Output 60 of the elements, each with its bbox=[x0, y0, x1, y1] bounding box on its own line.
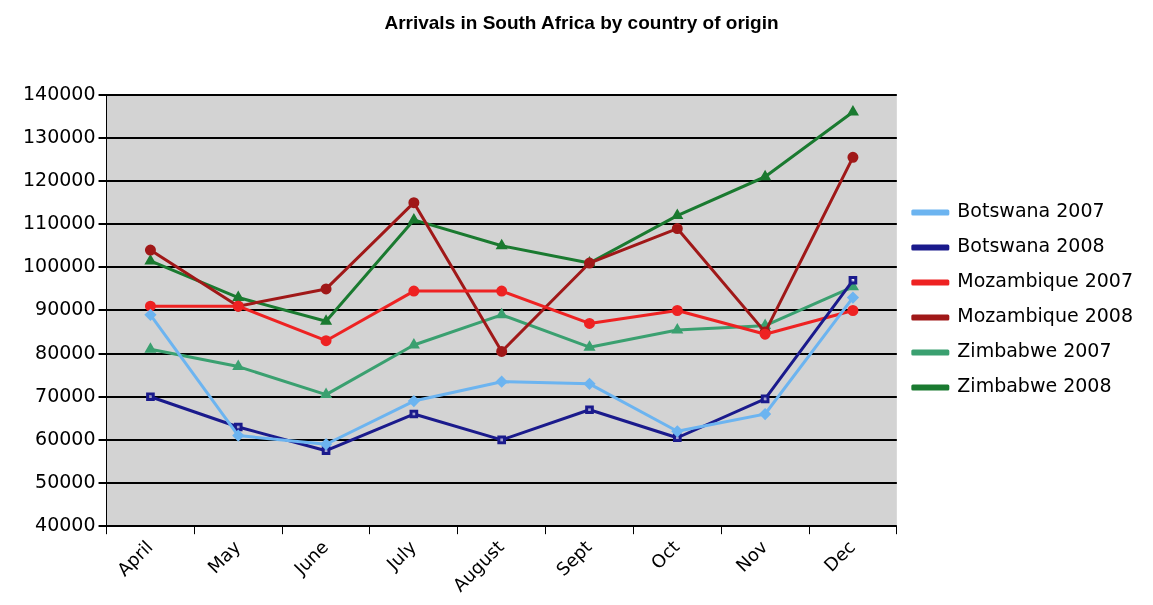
point bbox=[759, 408, 771, 420]
y-tick-label: 60000 bbox=[35, 426, 96, 449]
point bbox=[496, 285, 508, 297]
point bbox=[847, 281, 858, 291]
point bbox=[408, 395, 420, 407]
point bbox=[408, 214, 419, 224]
point bbox=[672, 433, 682, 443]
y-tick-label: 100000 bbox=[23, 254, 96, 277]
y-tick-label: 50000 bbox=[35, 469, 96, 492]
point bbox=[144, 300, 156, 312]
x-tick-label: Dec bbox=[819, 536, 860, 576]
point bbox=[145, 255, 156, 265]
point bbox=[847, 106, 858, 116]
point bbox=[848, 275, 858, 285]
point bbox=[671, 425, 683, 437]
point bbox=[146, 392, 155, 402]
point bbox=[232, 430, 244, 442]
point bbox=[321, 315, 332, 325]
point bbox=[409, 409, 419, 419]
y-tick-label: 40000 bbox=[35, 513, 96, 536]
point bbox=[144, 309, 156, 321]
y-tick-label: 140000 bbox=[23, 81, 96, 104]
point bbox=[583, 317, 595, 329]
legend-label: Zimbabwe 2008 bbox=[957, 374, 1112, 397]
x-tick-label: Nov bbox=[731, 535, 772, 576]
legend-label: Mozambique 2007 bbox=[957, 269, 1134, 292]
point bbox=[144, 244, 156, 256]
point bbox=[145, 343, 156, 353]
y-tick-label: 90000 bbox=[35, 297, 96, 320]
point bbox=[496, 345, 508, 357]
y-tick-label: 110000 bbox=[23, 211, 96, 234]
point bbox=[672, 324, 683, 334]
point bbox=[847, 304, 859, 316]
point bbox=[233, 422, 243, 432]
legend-label: Botswana 2008 bbox=[957, 234, 1105, 257]
point bbox=[760, 394, 770, 404]
y-tick-label: 130000 bbox=[23, 124, 96, 147]
point bbox=[585, 405, 594, 415]
x-tick-label: Oct bbox=[646, 536, 684, 573]
chart-title: Arrivals in South Africa by country of origin bbox=[384, 11, 779, 33]
point bbox=[671, 304, 683, 316]
y-tick-label: 80000 bbox=[35, 340, 96, 363]
point bbox=[408, 197, 420, 209]
point bbox=[320, 438, 332, 450]
point bbox=[497, 435, 507, 445]
point bbox=[496, 376, 508, 388]
point bbox=[584, 341, 595, 351]
legend-label: Botswana 2007 bbox=[957, 199, 1105, 222]
point bbox=[320, 283, 332, 295]
point bbox=[583, 378, 595, 390]
legend-label: Zimbabwe 2007 bbox=[957, 339, 1112, 362]
point bbox=[847, 151, 859, 163]
y-tick-label: 120000 bbox=[23, 168, 96, 191]
point bbox=[408, 285, 420, 297]
point bbox=[671, 223, 683, 235]
point bbox=[408, 339, 419, 349]
point bbox=[847, 292, 859, 304]
legend-label: Mozambique 2008 bbox=[957, 304, 1134, 327]
point bbox=[320, 335, 332, 347]
y-tick-label: 70000 bbox=[35, 383, 96, 406]
